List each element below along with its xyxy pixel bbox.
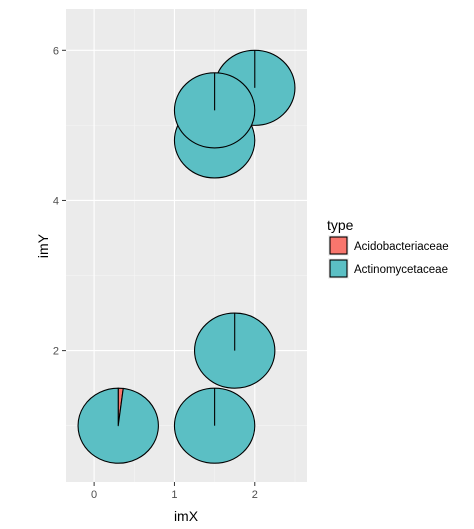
pie-marker <box>193 312 276 389</box>
x-axis: 0 1 2 <box>91 482 258 501</box>
x-axis-title: imX <box>174 508 199 524</box>
pie-marker <box>173 387 256 464</box>
x-tick-label: 2 <box>252 489 258 501</box>
y-axis: 2 4 6 <box>53 45 66 358</box>
pie-slice <box>77 387 159 464</box>
y-axis-title: imY <box>35 233 51 258</box>
pie-marker <box>173 72 256 149</box>
y-tick-label: 2 <box>53 346 59 358</box>
pie-markers <box>77 49 296 464</box>
y-tick-label: 4 <box>53 195 59 207</box>
legend-label: Actinomycetaceae <box>354 264 448 276</box>
pie-marker <box>77 387 159 464</box>
legend-key-swatch <box>329 259 348 278</box>
x-tick-label: 0 <box>91 489 97 501</box>
legend-title: type <box>327 217 354 233</box>
legend: type Acidobacteriaceae Actinomycetaceae <box>327 217 449 279</box>
legend-label: Acidobacteriaceae <box>354 241 449 253</box>
y-tick-label: 6 <box>53 45 59 57</box>
legend-key-swatch <box>329 236 348 255</box>
x-tick-label: 1 <box>171 489 177 501</box>
